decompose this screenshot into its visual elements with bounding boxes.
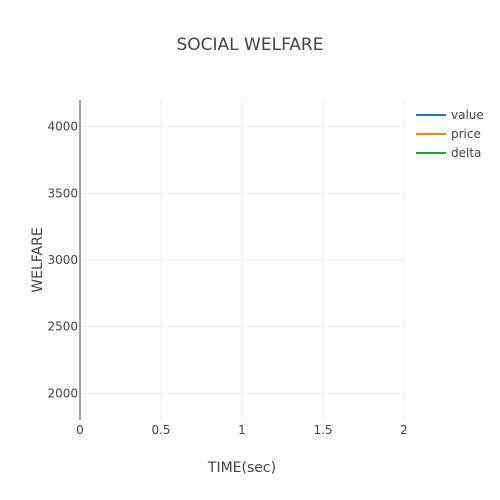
y-tick-label: 2500	[47, 320, 78, 334]
y-tick-label: 3000	[47, 253, 78, 267]
y-tick-label: 2000	[47, 386, 78, 400]
chart-title: SOCIAL WELFARE	[177, 35, 324, 55]
legend-label: delta	[451, 146, 481, 160]
y-tick-label: 4000	[47, 120, 78, 134]
x-tick-label: 2	[400, 423, 408, 437]
legend-item-price[interactable]: price	[416, 127, 481, 141]
legend-label: price	[451, 127, 481, 141]
legend[interactable]: value price delta	[416, 108, 484, 160]
x-axis-title: TIME(sec)	[207, 460, 276, 476]
x-tick-label: 1	[238, 423, 246, 437]
tick-labels: 0 0.5 1 1.5 2 2000 2500 3000 3500 4000	[47, 120, 407, 437]
y-tick-label: 3500	[47, 186, 78, 200]
x-tick-label: 0.5	[151, 423, 170, 437]
legend-label: value	[451, 108, 484, 122]
grid-lines	[80, 100, 405, 420]
y-axis-title: WELFARE	[30, 227, 46, 292]
x-tick-label: 0	[76, 423, 84, 437]
x-tick-label: 1.5	[313, 423, 332, 437]
legend-item-value[interactable]: value	[416, 108, 484, 122]
legend-item-delta[interactable]: delta	[416, 146, 481, 160]
